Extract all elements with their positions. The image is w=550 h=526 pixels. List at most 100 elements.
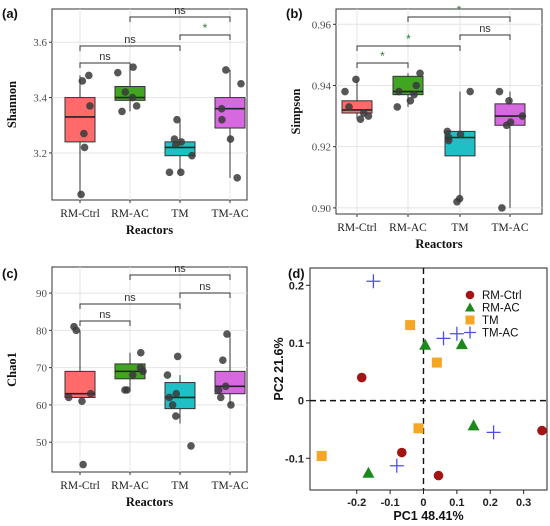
data-point (218, 115, 226, 124)
data-point (187, 442, 195, 450)
point-RM-Ctrl (356, 372, 367, 383)
point-RM-Ctrl (396, 447, 407, 458)
y-tick-label: 0 (298, 396, 304, 408)
comparison-bracket (79, 320, 131, 326)
x-tick-label: 0.3 (516, 497, 531, 509)
y-tick-label: -0.1 (285, 453, 304, 465)
data-point (128, 93, 137, 102)
point-RM-Ctrl (537, 425, 547, 436)
point-TM-AC (366, 274, 381, 289)
data-point (498, 204, 506, 212)
legend-marker (464, 326, 476, 339)
data-point (165, 393, 174, 402)
data-point (505, 96, 513, 105)
comparison-label: ns (199, 281, 211, 293)
legend-marker (465, 315, 475, 325)
comparison-label: * (380, 49, 385, 63)
data-point (456, 130, 465, 139)
data-point (444, 136, 453, 145)
data-point (233, 174, 241, 182)
point-RM-AC (455, 338, 468, 350)
data-point (78, 397, 86, 405)
point-RM-AC (419, 338, 432, 350)
comparison-bracket (356, 45, 461, 51)
panel-a-shannon: 3.2 3.4 3.6 RM-Ctrl RM-AC TM TM-AC Reactors Shan… (2, 5, 249, 237)
data-point (364, 112, 373, 120)
y-tick-label: 50 (36, 437, 48, 449)
comparison-bracket (129, 274, 231, 280)
data-point (136, 348, 145, 357)
data-point (356, 115, 365, 123)
point-TM-AC (436, 331, 451, 346)
x-tick-label: RM-AC (389, 222, 427, 234)
point-RM-Ctrl (433, 470, 444, 481)
data-point (453, 197, 461, 206)
data-point (86, 102, 94, 110)
data-point (123, 386, 131, 394)
y-axis-label: Simpson (289, 89, 303, 135)
y-tick-label: 3.6 (33, 37, 47, 49)
comparison-label: ns (174, 5, 186, 17)
comparison-label: ns (174, 263, 186, 275)
comparison-bracket (407, 16, 511, 22)
panel-label: (b) (286, 6, 303, 21)
data-point (223, 330, 231, 338)
data-point (393, 103, 402, 111)
point-TM-AC (449, 326, 464, 341)
comparison-label: ns (99, 309, 111, 321)
comparison-label: ns (124, 292, 136, 304)
x-tick-label: 0 (420, 497, 426, 509)
data-point (139, 367, 147, 376)
x-tick-label: RM-Ctrl (60, 480, 100, 492)
y-tick-label: 90 (36, 288, 48, 300)
y-tick-label: 0.2 (289, 280, 304, 292)
x-tick-label: 0.2 (483, 497, 498, 509)
data-point (129, 63, 137, 71)
data-point (172, 412, 180, 420)
data-point (165, 168, 174, 177)
data-point (466, 87, 474, 96)
comparison-label: * (203, 21, 208, 35)
comparison-bracket (179, 34, 231, 40)
plot-frame (51, 266, 248, 473)
data-point (118, 107, 126, 116)
comparison-bracket (79, 303, 181, 309)
x-axis-label: Reactors (126, 223, 173, 237)
comparison-bracket (79, 45, 181, 51)
data-point (168, 401, 177, 409)
data-point (222, 66, 230, 74)
data-point (216, 393, 225, 402)
comparison-label: * (457, 3, 462, 17)
point-TM-AC (486, 425, 501, 440)
legend-marker (465, 290, 475, 300)
comparison-label: ns (124, 34, 136, 46)
data-point (237, 79, 245, 88)
legend-label: TM-AC (482, 328, 518, 340)
comparison-bracket (459, 34, 511, 40)
data-point (85, 71, 93, 80)
comparison-label: * (406, 32, 411, 46)
comparison-bracket (129, 16, 231, 22)
data-point (80, 143, 89, 152)
point-TM (431, 357, 442, 368)
x-tick-label: RM-AC (111, 480, 149, 492)
data-point (176, 168, 185, 177)
y-axis-label: Chao1 (5, 352, 19, 387)
data-point (128, 371, 137, 379)
data-point (352, 75, 360, 84)
data-point (77, 190, 85, 199)
point-TM (405, 320, 416, 331)
data-point (217, 104, 226, 113)
legend-label: RM-Ctrl (482, 290, 522, 302)
legend-label: TM (482, 315, 499, 327)
data-point (132, 102, 141, 110)
data-point (172, 389, 181, 398)
x-tick-label: 0.1 (449, 497, 464, 509)
data-point (406, 96, 415, 105)
y-tick-label: 80 (36, 325, 48, 337)
comparison-bracket (356, 62, 409, 68)
x-tick-label: RM-Ctrl (337, 222, 377, 234)
y-axis-label: Shannon (5, 81, 19, 128)
data-point (188, 151, 196, 160)
x-axis-label: PC1 48.41% (393, 509, 463, 521)
